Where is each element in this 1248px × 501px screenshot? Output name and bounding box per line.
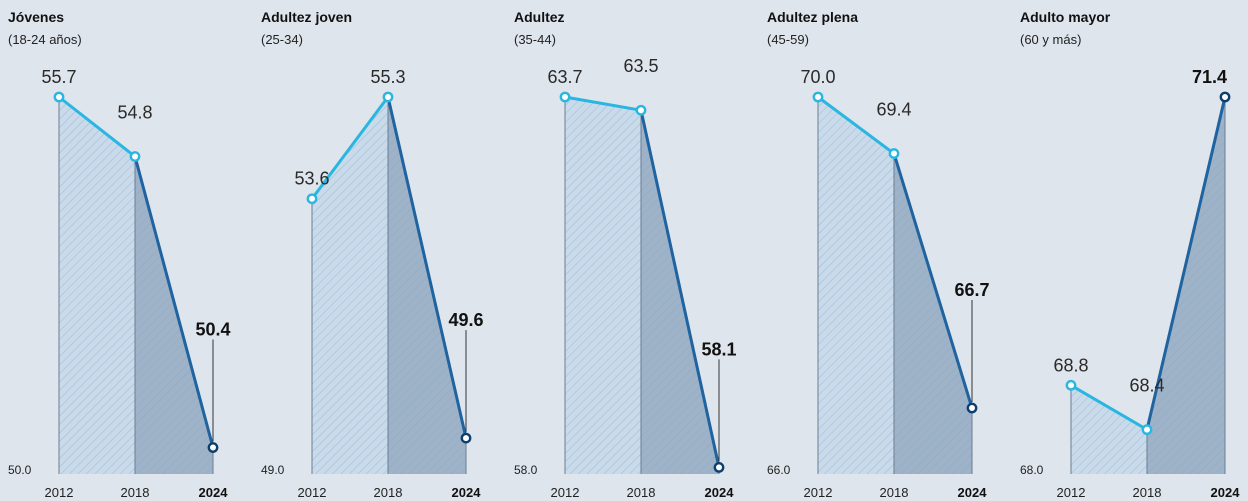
data-point-2024	[460, 432, 472, 444]
data-label-2018: 63.5	[623, 56, 658, 76]
baseline-label: 58.0	[514, 463, 538, 477]
x-tick-2012: 2012	[804, 485, 833, 500]
data-label-2012: 68.8	[1053, 355, 1088, 375]
area-hatch-early	[565, 97, 641, 474]
panel-subtitle: (25-34)	[261, 32, 303, 47]
data-label-2018: 54.8	[117, 103, 152, 123]
baseline-label: 68.0	[1020, 463, 1044, 477]
series-line-early	[1070, 383, 1148, 431]
area-hatch-early	[59, 97, 135, 474]
chart-panel-5: Adulto mayor (60 y más) 68.8 68.4 71.4 68.0 20…	[1020, 9, 1240, 500]
panel-subtitle: (60 y más)	[1020, 32, 1081, 47]
area-hatch-late	[1147, 97, 1225, 474]
area-hatch-late	[135, 156, 213, 475]
area-hatch-late	[388, 97, 466, 474]
panel-subtitle: (18-24 años)	[8, 32, 82, 47]
x-tick-2018: 2018	[374, 485, 403, 500]
baseline-label: 50.0	[8, 463, 32, 477]
series-line-late	[386, 96, 468, 439]
area-hatch-early	[818, 97, 894, 474]
data-label-2024: 49.6	[448, 310, 483, 330]
x-tick-2012: 2012	[1057, 485, 1086, 500]
x-tick-2018: 2018	[880, 485, 909, 500]
data-point-2018	[888, 148, 900, 159]
x-tick-2012: 2012	[551, 485, 580, 500]
data-label-2012: 63.7	[547, 67, 582, 87]
panel-title: Adultez	[514, 9, 565, 25]
series-line-late	[892, 153, 974, 409]
series-line-early	[58, 95, 136, 158]
baseline-label: 49.0	[261, 463, 285, 477]
chart-panel-1: Jóvenes (18-24 años) 55.7 54.8 50.4 50.0 2012 2…	[8, 9, 231, 500]
data-point-2024	[207, 442, 219, 453]
data-point-2012	[812, 91, 824, 103]
series-line-early	[817, 95, 895, 155]
panel-subtitle: (45-59)	[767, 32, 809, 47]
panel-title: Adultez plena	[767, 9, 858, 25]
series-line-late	[133, 156, 215, 448]
x-tick-2012: 2012	[298, 485, 327, 500]
data-point-2024	[966, 402, 978, 414]
x-tick-2024: 2024	[958, 485, 988, 500]
data-point-2012	[559, 91, 571, 103]
panel-subtitle: (35-44)	[514, 32, 556, 47]
area-hatch-early	[312, 97, 388, 474]
data-point-2018	[129, 151, 141, 162]
x-tick-2018: 2018	[627, 485, 656, 500]
data-label-2018: 69.4	[876, 100, 911, 120]
baseline-label: 66.0	[767, 463, 791, 477]
data-point-2012	[1065, 379, 1077, 391]
panel-title: Jóvenes	[8, 9, 64, 25]
data-label-2012: 55.7	[41, 67, 76, 87]
chart-panel-4: Adultez plena (45-59) 70.0 69.4 66.7 66.0 2012…	[767, 9, 990, 500]
x-tick-2024: 2024	[199, 485, 229, 500]
area-hatch-early	[1071, 385, 1147, 474]
data-point-2024	[713, 461, 725, 473]
chart-panel-2: Adultez joven (25-34) 53.6 55.3 49.6 49.0 2012…	[261, 9, 484, 500]
data-label-2012: 53.6	[294, 169, 329, 189]
data-point-2018	[382, 91, 394, 103]
x-tick-2018: 2018	[1133, 485, 1162, 500]
data-point-2018	[1141, 424, 1153, 436]
series-line-late	[639, 109, 721, 468]
panel-title: Adulto mayor	[1020, 9, 1111, 25]
x-tick-2024: 2024	[705, 485, 735, 500]
data-label-2018: 55.3	[370, 67, 405, 87]
data-label-2024: 50.4	[195, 320, 230, 340]
data-label-2012: 70.0	[800, 67, 835, 87]
panel-title: Adultez joven	[261, 9, 352, 25]
x-tick-2012: 2012	[45, 485, 74, 500]
x-tick-2018: 2018	[121, 485, 150, 500]
data-point-2018	[635, 104, 647, 116]
x-tick-2024: 2024	[452, 485, 482, 500]
data-point-2024	[1219, 91, 1231, 103]
area-hatch-late	[894, 153, 972, 475]
chart-panel-3: Adultez (35-44) 63.7 63.5 58.1 58.0 2012 2018 20…	[514, 9, 737, 500]
data-label-2024: 71.4	[1192, 67, 1227, 87]
data-point-2012	[53, 91, 65, 103]
x-tick-2024: 2024	[1211, 485, 1241, 500]
data-label-2018: 68.4	[1129, 376, 1164, 396]
series-line-early	[310, 96, 390, 200]
series-line-late	[1145, 96, 1227, 430]
data-label-2024: 58.1	[701, 339, 736, 359]
data-point-2012	[306, 193, 318, 205]
data-label-2024: 66.7	[954, 280, 989, 300]
series-line-early	[564, 95, 642, 112]
